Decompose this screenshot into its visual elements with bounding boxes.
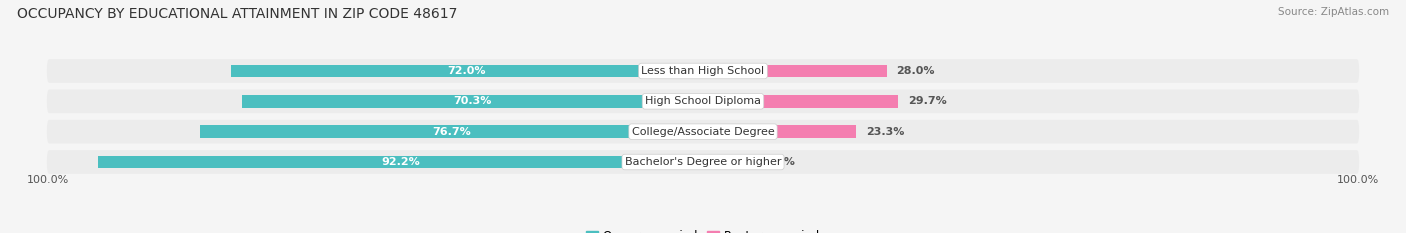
Bar: [703, 156, 754, 168]
Bar: [231, 65, 703, 77]
Text: College/Associate Degree: College/Associate Degree: [631, 127, 775, 137]
Bar: [703, 95, 898, 108]
Text: 100.0%: 100.0%: [27, 175, 69, 185]
Bar: [703, 65, 887, 77]
Bar: [242, 95, 703, 108]
Text: Source: ZipAtlas.com: Source: ZipAtlas.com: [1278, 7, 1389, 17]
FancyBboxPatch shape: [46, 150, 1360, 174]
Text: Bachelor's Degree or higher: Bachelor's Degree or higher: [624, 157, 782, 167]
Bar: [98, 156, 703, 168]
Text: 23.3%: 23.3%: [866, 127, 904, 137]
Text: 70.3%: 70.3%: [453, 96, 492, 106]
Legend: Owner-occupied, Renter-occupied: Owner-occupied, Renter-occupied: [581, 225, 825, 233]
Text: 100.0%: 100.0%: [1337, 175, 1379, 185]
Text: High School Diploma: High School Diploma: [645, 96, 761, 106]
Text: 28.0%: 28.0%: [897, 66, 935, 76]
FancyBboxPatch shape: [46, 89, 1360, 113]
Text: 72.0%: 72.0%: [447, 66, 486, 76]
Text: 29.7%: 29.7%: [908, 96, 946, 106]
Text: 92.2%: 92.2%: [381, 157, 420, 167]
FancyBboxPatch shape: [46, 59, 1360, 83]
Text: 7.8%: 7.8%: [763, 157, 794, 167]
Text: Less than High School: Less than High School: [641, 66, 765, 76]
Text: OCCUPANCY BY EDUCATIONAL ATTAINMENT IN ZIP CODE 48617: OCCUPANCY BY EDUCATIONAL ATTAINMENT IN Z…: [17, 7, 457, 21]
Text: 76.7%: 76.7%: [432, 127, 471, 137]
Bar: [200, 125, 703, 138]
FancyBboxPatch shape: [46, 120, 1360, 144]
Bar: [703, 125, 856, 138]
